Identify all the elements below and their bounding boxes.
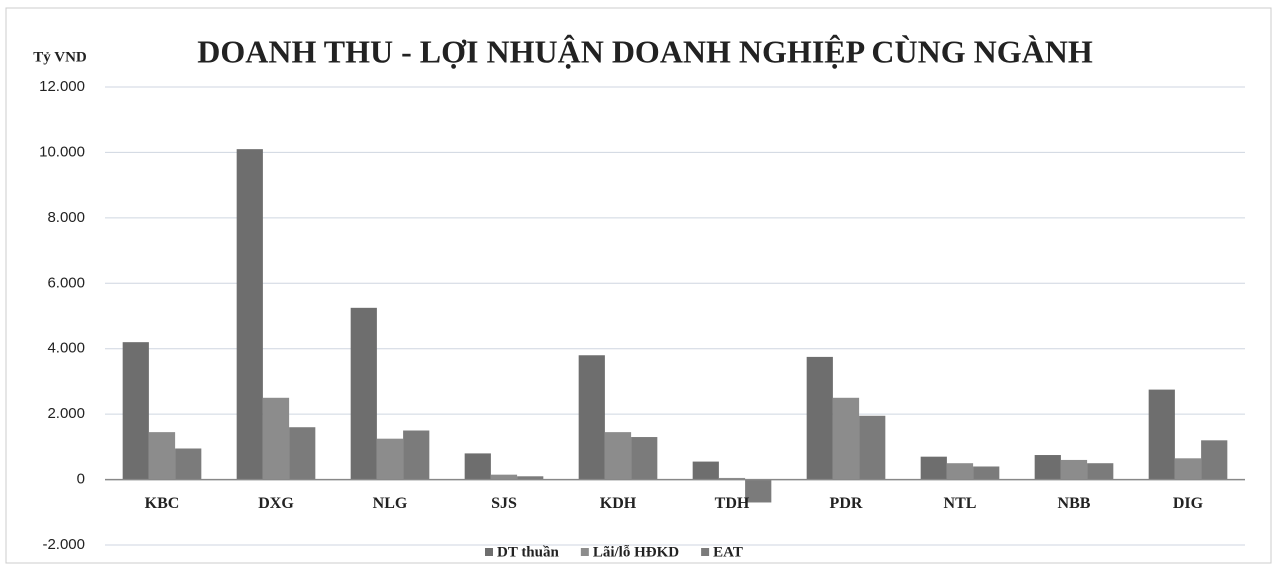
bar — [148, 432, 176, 480]
bar — [1174, 458, 1202, 480]
bar — [973, 466, 1000, 480]
bar — [692, 461, 719, 480]
bar — [1201, 440, 1228, 480]
bar — [122, 342, 149, 480]
bar — [1087, 463, 1114, 480]
bar — [806, 356, 833, 480]
bar — [464, 453, 491, 480]
bar — [718, 477, 746, 480]
bar — [289, 427, 316, 480]
y-tick-label: 12.000 — [39, 78, 85, 95]
y-tick-label: 4.000 — [47, 340, 85, 357]
x-tick-label: DIG — [1173, 495, 1204, 512]
legend-label: Lãi/lỗ HĐKD — [593, 544, 679, 560]
x-tick-label: SJS — [491, 495, 517, 512]
bar — [832, 397, 860, 480]
x-tick-label: PDR — [830, 495, 863, 512]
bar — [262, 397, 290, 480]
x-tick-label: KDH — [600, 495, 637, 512]
bar — [175, 448, 202, 480]
x-tick-label: TDH — [715, 495, 750, 512]
y-tick-label: 2.000 — [47, 405, 85, 422]
bar — [403, 430, 430, 480]
x-tick-label: NBB — [1058, 495, 1091, 512]
bar — [631, 437, 658, 480]
chart-title: DOANH THU - LỢI NHUẬN DOANH NGHIỆP CÙNG … — [197, 33, 1093, 69]
legend-swatch — [580, 548, 589, 556]
bar — [1060, 459, 1088, 480]
legend-label: DT thuần — [497, 544, 559, 560]
legend-swatch — [701, 548, 710, 556]
x-tick-label: NTL — [944, 495, 977, 512]
bar — [946, 463, 974, 480]
x-tick-label: NLG — [373, 495, 408, 512]
y-tick-label: 10.000 — [39, 143, 85, 160]
x-tick-label: KBC — [145, 495, 180, 512]
x-tick-label: DXG — [258, 495, 294, 512]
bar — [578, 355, 605, 480]
bar — [350, 307, 377, 480]
bar — [920, 456, 947, 480]
y-tick-label: 0 — [77, 471, 85, 488]
y-axis-label: Tỷ VND — [33, 49, 87, 65]
y-tick-label: -2.000 — [42, 536, 85, 553]
bar — [1034, 455, 1061, 480]
bar — [1148, 389, 1175, 480]
bar — [859, 415, 886, 480]
bar — [745, 479, 772, 503]
bar — [517, 476, 544, 480]
bar — [236, 149, 263, 480]
y-tick-label: 8.000 — [47, 209, 85, 226]
bar — [376, 438, 404, 480]
legend-swatch — [485, 548, 493, 556]
y-tick-label: 6.000 — [47, 274, 85, 291]
bar — [604, 432, 632, 480]
legend-label: EAT — [713, 544, 743, 560]
bar — [490, 474, 518, 480]
